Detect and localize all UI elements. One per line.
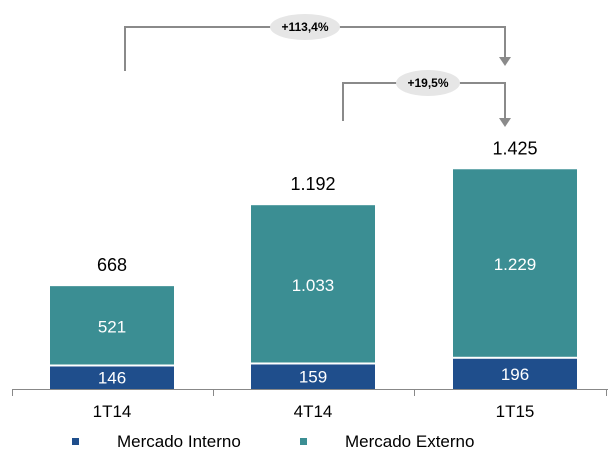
total-label: 1.425 [492, 138, 537, 158]
bar-mercado-externo-1t14 [50, 286, 174, 365]
legend-swatch [300, 438, 307, 445]
legend-label: Mercado Externo [345, 432, 474, 451]
segment-label: 1.033 [292, 276, 335, 295]
segment-label: 1.229 [494, 255, 537, 274]
tick-label: 1T15 [496, 402, 535, 421]
bar-mercado-interno-1t15 [453, 358, 577, 389]
bar-mercado-externo-4t14 [251, 205, 375, 363]
legend-swatch [72, 438, 79, 445]
bar-mercado-interno-1t14 [50, 366, 174, 389]
growth-pill [396, 70, 460, 96]
growth-pill [270, 14, 340, 40]
tick-label: 1T14 [93, 402, 132, 421]
bars-layer: 146 521 668 159 1.033 1.192 196 1.229 1.425 [50, 138, 577, 389]
segment-label: 159 [299, 368, 327, 387]
bar-mercado-interno-4t14 [251, 364, 375, 389]
total-label: 668 [97, 255, 127, 275]
growth-label: +19,5% [407, 76, 448, 90]
segment-label: 146 [98, 369, 126, 388]
arrow-down-icon [499, 57, 511, 66]
growth-label: +113,4% [281, 20, 328, 34]
legend: Mercado Interno Mercado Externo [72, 432, 474, 451]
growth-annotations: +113,4% +19,5% [124, 14, 511, 127]
total-label: 1.192 [290, 174, 335, 194]
tick-label: 4T14 [294, 402, 333, 421]
legend-label: Mercado Interno [117, 432, 241, 451]
arrow-down-icon [499, 118, 511, 127]
bar-mercado-externo-1t15 [453, 169, 577, 357]
segment-label: 521 [98, 317, 126, 336]
x-axis: 1T14 4T14 1T15 [12, 389, 608, 421]
segment-label: 196 [501, 365, 529, 384]
